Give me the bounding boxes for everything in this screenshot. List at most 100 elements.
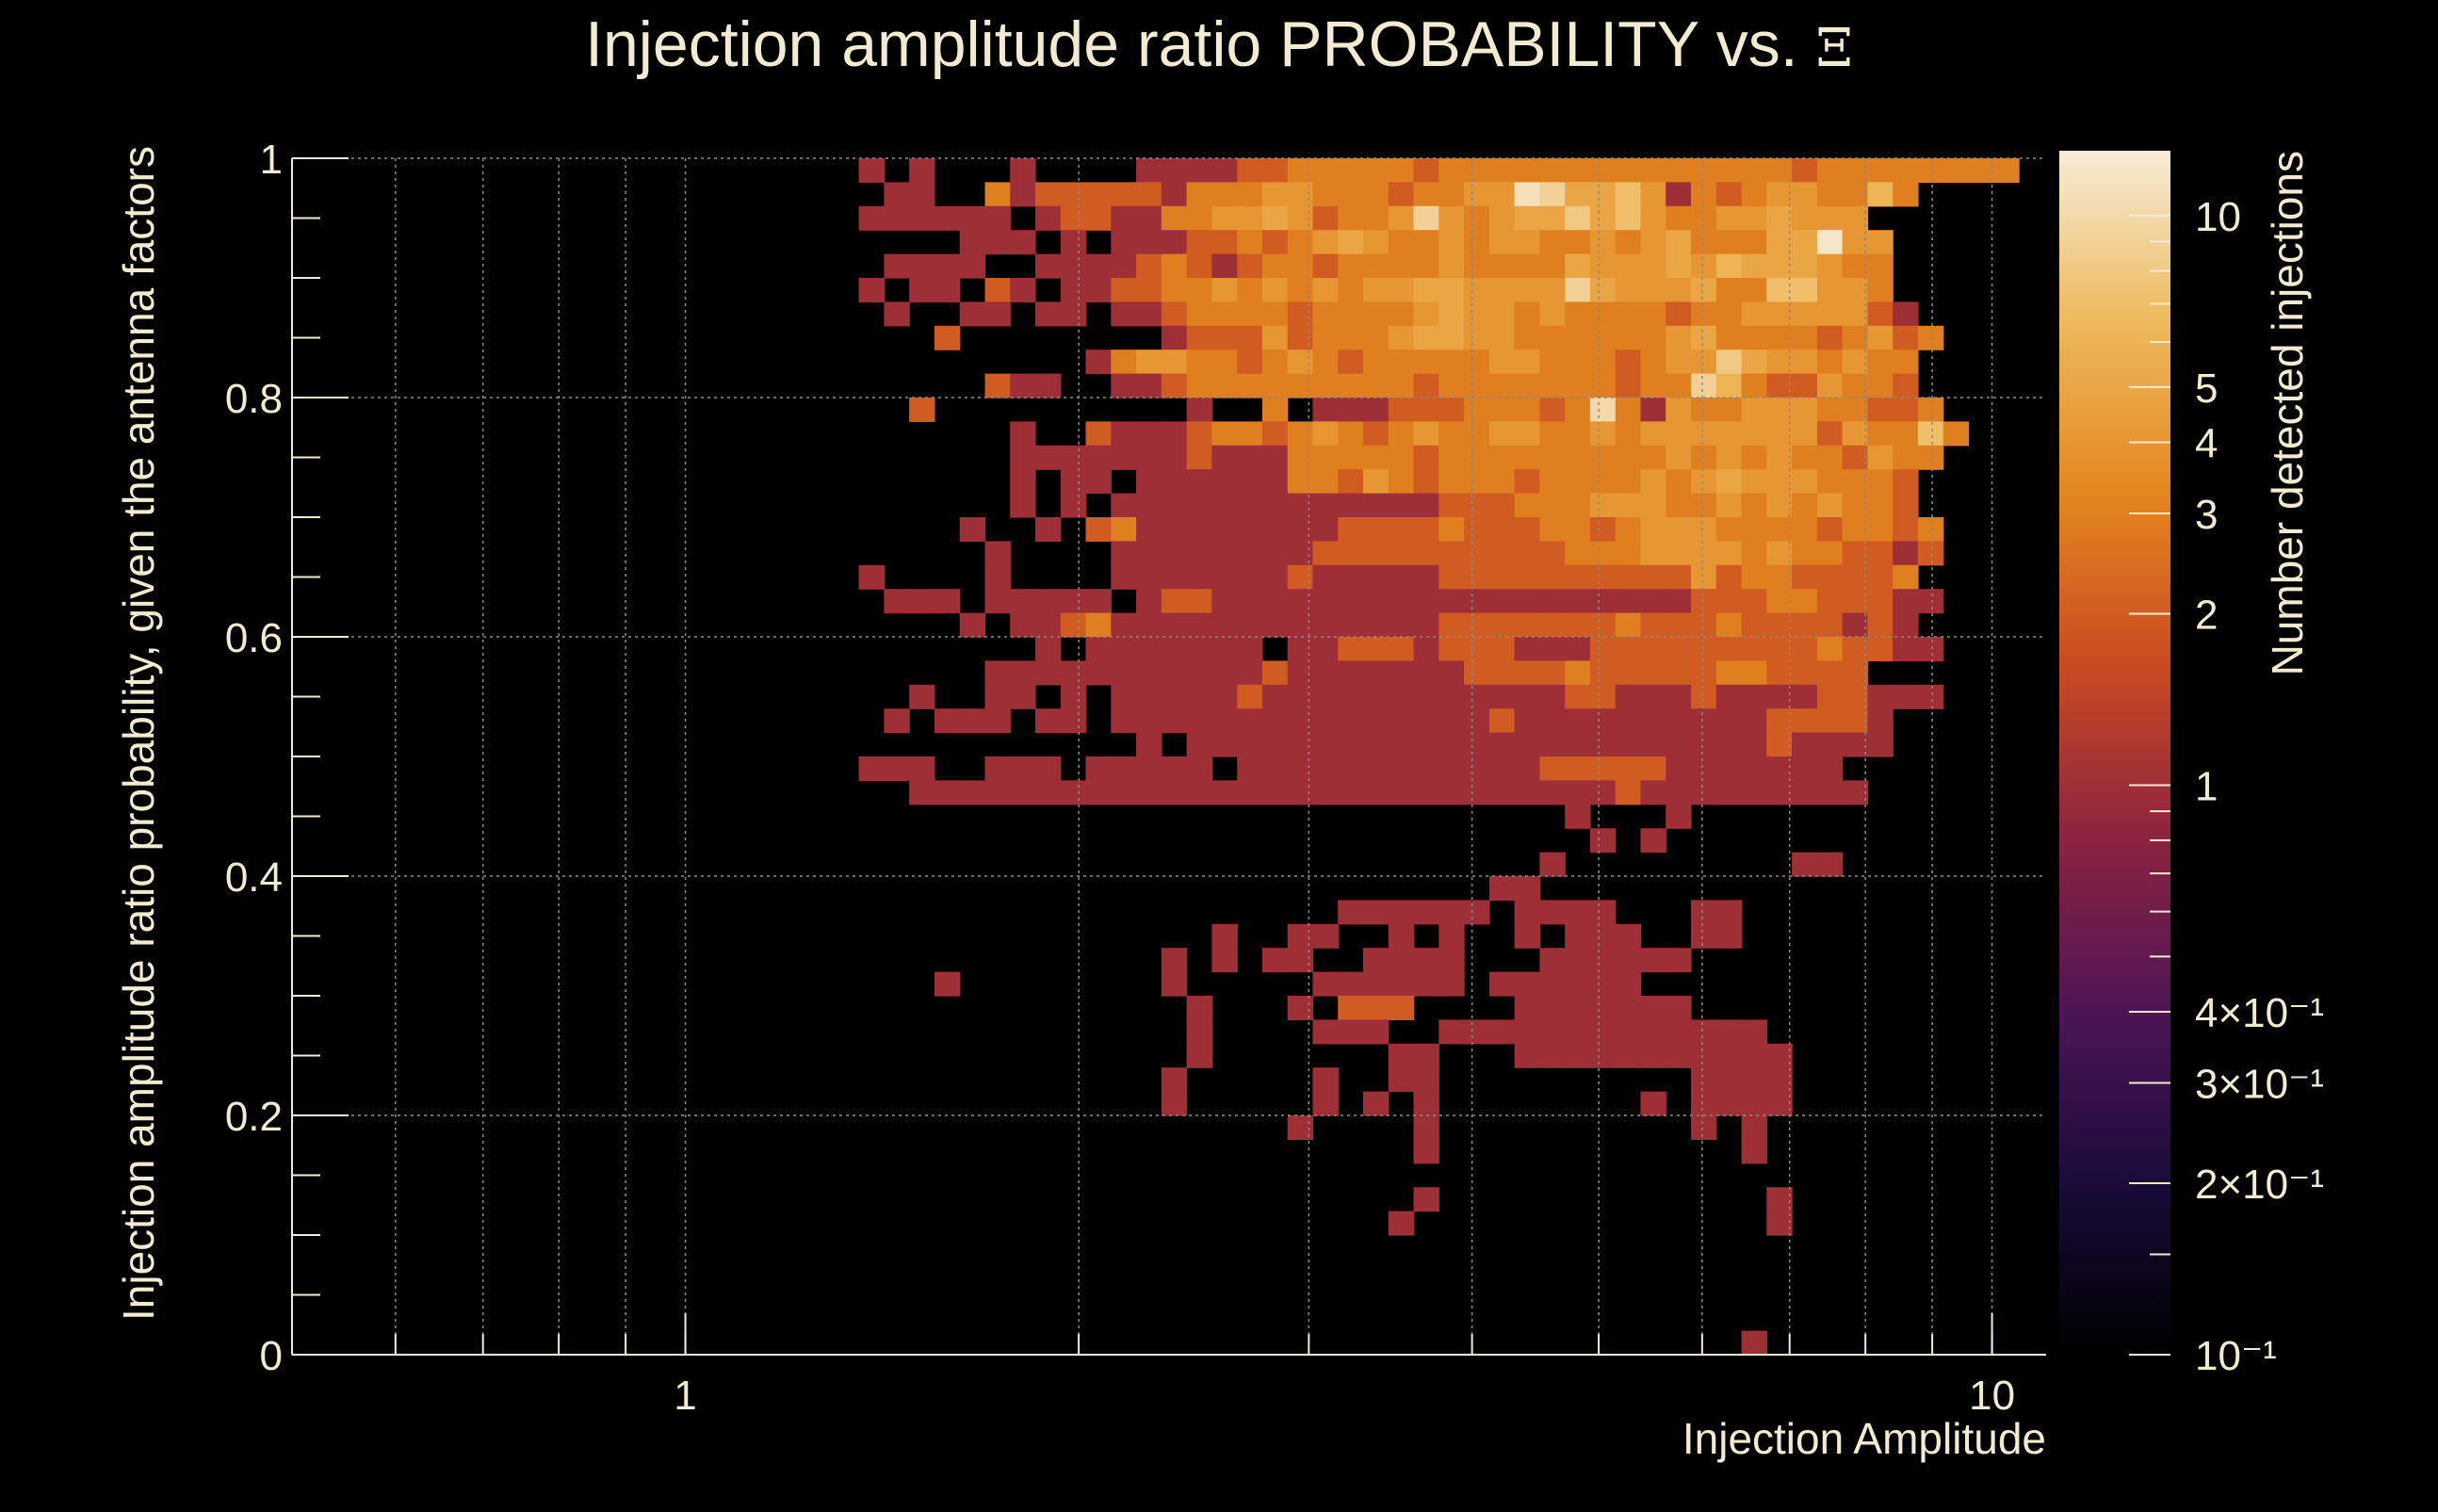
heatmap-cell	[1413, 948, 1439, 973]
heatmap-cell	[1186, 205, 1212, 231]
heatmap-cell	[1539, 852, 1566, 877]
heatmap-cell	[1338, 756, 1364, 781]
y-tick-label: 0.6	[225, 615, 283, 661]
heatmap-cell	[1211, 708, 1238, 734]
heatmap-cell	[1691, 1091, 1717, 1116]
heatmap-cell	[984, 708, 1011, 734]
heatmap-cell	[1816, 493, 1844, 518]
heatmap-cell	[1363, 732, 1390, 757]
heatmap-cell	[1363, 469, 1390, 495]
heatmap-cell	[1792, 278, 1818, 302]
heatmap-cell	[1741, 469, 1767, 495]
x-tick-label: 10	[1969, 1373, 2015, 1419]
heatmap-cell	[1691, 541, 1717, 566]
heatmap-cell	[1261, 445, 1289, 470]
heatmap-cell	[1464, 158, 1490, 183]
heatmap-cell	[1010, 469, 1036, 495]
heatmap-cell	[1237, 325, 1263, 350]
heatmap-cell	[1615, 278, 1642, 302]
heatmap-cell	[1539, 230, 1566, 255]
heatmap-cell	[1867, 732, 1894, 757]
heatmap-cell	[1413, 684, 1439, 709]
heatmap-cell	[1261, 301, 1289, 327]
heatmap-cell	[1312, 158, 1339, 183]
heatmap-cell	[1640, 350, 1666, 375]
heatmap-cell	[1565, 780, 1591, 805]
heatmap-cell	[1867, 637, 1894, 661]
heatmap-cell	[1666, 205, 1692, 231]
heatmap-cell	[1565, 541, 1591, 566]
heatmap-cell	[1464, 278, 1490, 302]
heatmap-cell	[909, 182, 935, 207]
heatmap-cell	[1488, 205, 1516, 231]
heatmap-cell	[1715, 182, 1743, 207]
x-axis-label: Injection Amplitude	[1682, 1414, 2046, 1463]
heatmap-cell	[1438, 971, 1465, 997]
heatmap-cell	[1413, 469, 1439, 495]
heatmap-cell	[1438, 445, 1465, 470]
colorbar-tick-label: 3×10⁻¹	[2195, 1062, 2324, 1108]
heatmap-cell	[1312, 445, 1339, 470]
heatmap-cell	[1488, 541, 1516, 566]
heatmap-cell	[1261, 589, 1289, 614]
heatmap-cell	[1161, 660, 1188, 686]
heatmap-cell	[959, 517, 986, 542]
heatmap-cell	[1438, 493, 1465, 518]
heatmap-cell	[1438, 684, 1465, 709]
heatmap-cell	[1136, 253, 1162, 279]
heatmap-cell	[1488, 612, 1516, 638]
heatmap-cell	[1413, 158, 1439, 183]
heatmap-cell	[1388, 1067, 1415, 1093]
heatmap-cell	[1464, 205, 1490, 231]
heatmap-cell	[909, 205, 935, 231]
heatmap-cell	[1615, 541, 1642, 566]
heatmap-cell	[1589, 1019, 1617, 1045]
heatmap-cell	[1589, 373, 1617, 398]
heatmap-cell	[1438, 780, 1465, 805]
heatmap-cell	[1666, 469, 1692, 495]
heatmap-cell	[1514, 517, 1540, 542]
heatmap-cell	[1413, 373, 1439, 398]
colorbar-label: Number detected injections	[2263, 151, 2312, 675]
heatmap-cell	[1488, 780, 1516, 805]
heatmap-cell	[1640, 1091, 1666, 1116]
heatmap-cell	[1312, 732, 1339, 757]
heatmap-cell	[1589, 445, 1617, 470]
heatmap-cell	[1691, 923, 1717, 949]
heatmap-cell	[1792, 612, 1818, 638]
heatmap-cell	[1893, 158, 1919, 183]
heatmap-cell	[1237, 708, 1263, 734]
heatmap-cell	[1211, 660, 1238, 686]
heatmap-cell	[1715, 900, 1743, 925]
heatmap-cell	[1161, 517, 1188, 542]
heatmap-cell	[1211, 253, 1238, 279]
heatmap-cell	[1261, 660, 1289, 686]
heatmap-cell	[1488, 493, 1516, 518]
heatmap-cell	[1312, 564, 1339, 590]
heatmap-cell	[1514, 1043, 1540, 1068]
heatmap-cell	[1666, 1043, 1692, 1068]
heatmap-cell	[1464, 469, 1490, 495]
heatmap-cell	[1741, 325, 1767, 350]
heatmap-cell	[1111, 493, 1137, 518]
heatmap-cell	[1388, 1043, 1415, 1068]
heatmap-cell	[1312, 398, 1339, 422]
heatmap-cell	[1867, 589, 1894, 614]
heatmap-cell	[1186, 517, 1212, 542]
heatmap-cell	[1539, 493, 1566, 518]
heatmap-cell	[1211, 493, 1238, 518]
heatmap-cell	[1691, 301, 1717, 327]
heatmap-cell	[1867, 253, 1894, 279]
heatmap-cell	[1766, 1043, 1793, 1068]
heatmap-cell	[1640, 517, 1666, 542]
heatmap-cell	[1514, 1019, 1540, 1045]
heatmap-cell	[1514, 373, 1540, 398]
heatmap-cell	[1338, 660, 1364, 686]
heatmap-cell	[1539, 253, 1566, 279]
heatmap-cell	[1792, 373, 1818, 398]
heatmap-cell	[1589, 301, 1617, 327]
heatmap-cell	[1640, 205, 1666, 231]
heatmap-cell	[1615, 996, 1642, 1020]
heatmap-cell	[1438, 158, 1465, 183]
heatmap-cell	[1035, 517, 1062, 542]
